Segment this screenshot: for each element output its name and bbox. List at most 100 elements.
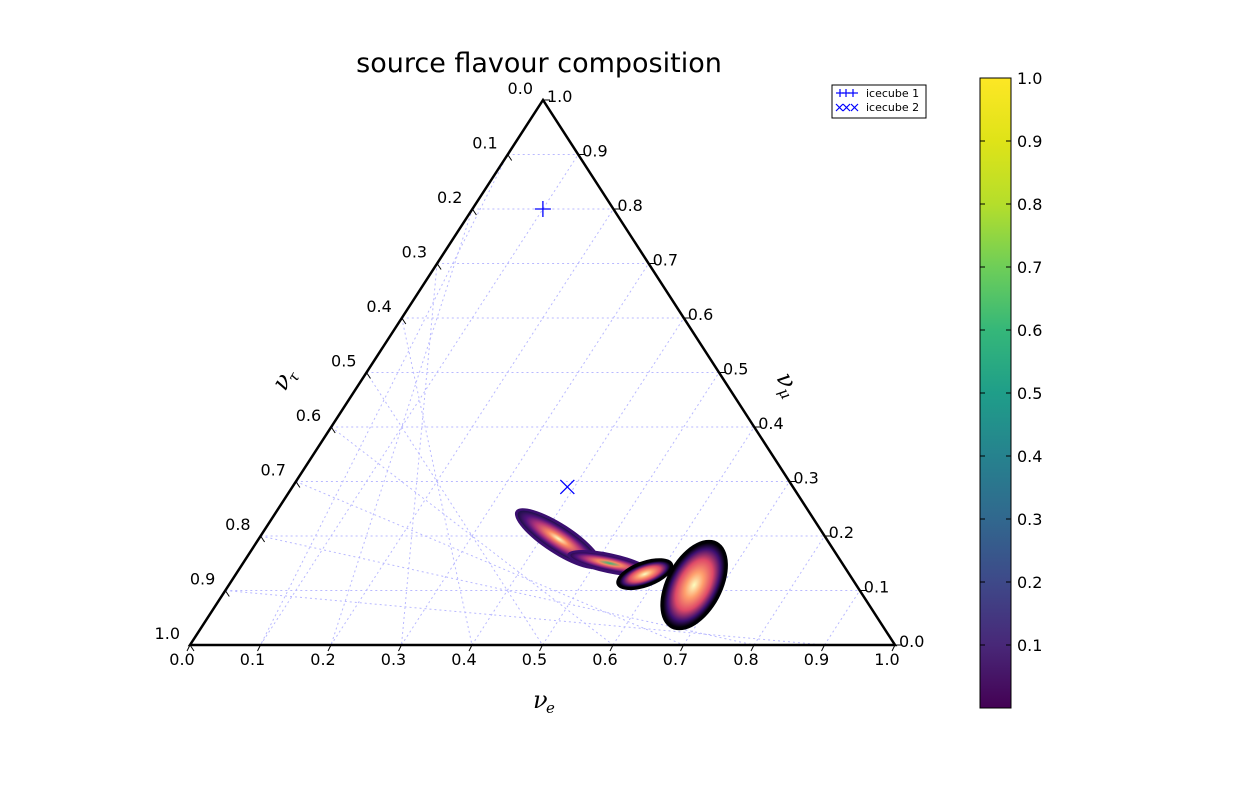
tick-label-e: 0.1 <box>240 650 265 669</box>
tick-label-mu: 0.9 <box>582 142 607 161</box>
tick-mark-e <box>891 644 896 652</box>
tick-label-tau: 0.9 <box>190 570 215 589</box>
chart-title: source flavour composition <box>356 48 722 79</box>
tick-mark-tau <box>436 263 442 270</box>
tick-label-e: 0.0 <box>169 650 194 669</box>
grid-line-m <box>401 263 438 646</box>
axis-label-nu-e: ν e <box>533 686 555 717</box>
legend-x-marker <box>835 103 859 112</box>
ternary-grid <box>225 154 861 646</box>
legend-label-icecube-1: icecube 1 <box>866 87 919 100</box>
grid-line-m <box>366 372 543 646</box>
tick-label-e: 0.3 <box>381 650 406 669</box>
tick-mark-tau <box>224 590 230 597</box>
tick-label-e: 0.7 <box>663 650 688 669</box>
grid-line-e <box>824 590 861 646</box>
colorbar-tick-label: 0.3 <box>1017 510 1042 529</box>
tick-mark-tau <box>542 99 548 107</box>
tick-mark-tau <box>295 481 301 488</box>
density-region <box>660 539 728 631</box>
tick-mark-e <box>609 644 614 652</box>
tick-label-tau: 0.3 <box>402 243 427 262</box>
density-region-core <box>663 542 726 628</box>
tick-mark-e <box>680 644 684 652</box>
colorbar-tick-label: 0.9 <box>1017 132 1042 151</box>
density-region-core <box>619 560 671 588</box>
tick-label-e: 0.2 <box>310 650 335 669</box>
colorbar-tick-label: 0.2 <box>1017 573 1042 592</box>
tick-mark-e <box>186 644 191 652</box>
marker-stroke <box>559 479 575 495</box>
colorbar-tick-label: 0.4 <box>1017 447 1042 466</box>
density-region <box>616 558 674 591</box>
tick-label-mu: 0.0 <box>899 632 924 651</box>
tick-label-mu: 0.6 <box>688 305 713 324</box>
tick-label-mu: 0.2 <box>829 523 854 542</box>
legend-entry-icecube-1: icecube 1 <box>836 87 919 100</box>
legend-label-icecube-2: icecube 2 <box>866 101 919 114</box>
tick-label-tau: 0.5 <box>331 352 356 371</box>
grid-line-e <box>753 535 826 646</box>
grid-line-m <box>330 208 473 646</box>
grid-line-m <box>330 426 614 646</box>
tick-label-tau: 1.0 <box>155 624 180 643</box>
ternary-ticks: 0.0 0.0 0.0 0.1 0.1 0.1 0.2 0.2 0.2 0.3 0.3 0.3 0.4 0… <box>155 79 925 669</box>
colorbar-tick-label: 0.6 <box>1017 321 1042 340</box>
tick-label-mu: 0.5 <box>723 360 748 379</box>
legend: icecube 1 icecube 2 <box>831 84 927 119</box>
legend-box <box>831 84 927 119</box>
axis-label-nu-mu: ν μ <box>771 367 803 402</box>
tick-label-mu: 0.1 <box>864 578 889 597</box>
colorbar-gradient <box>979 77 1012 709</box>
tick-mark-tau <box>189 644 195 652</box>
tick-label-mu: 0.8 <box>617 196 642 215</box>
colorbar-tick-label: 0.1 <box>1017 636 1042 655</box>
tick-label-e: 0.4 <box>451 650 476 669</box>
tick-mark-tau <box>260 535 266 543</box>
tick-mark-e <box>257 644 261 652</box>
grid-line-m <box>295 481 684 646</box>
tick-label-mu: 1.0 <box>547 87 572 106</box>
grid-line-e <box>401 263 650 646</box>
grid-line-e <box>260 154 579 646</box>
tick-mark-tau <box>401 317 407 325</box>
tick-mark-e <box>750 644 755 652</box>
tick-label-tau: 0.1 <box>472 134 497 153</box>
grid-line-e <box>542 372 720 646</box>
grid-line-e <box>612 426 755 646</box>
point-markers <box>534 201 575 495</box>
tick-label-tau: 0.2 <box>437 188 462 207</box>
axis-label-nu-e-symbol: ν <box>533 686 548 714</box>
tick-label-e: 0.6 <box>592 650 617 669</box>
grid-line-e <box>330 208 614 646</box>
tick-label-tau: 0.0 <box>508 79 533 98</box>
colorbar-tick-label: 1.0 <box>1017 69 1042 88</box>
tick-label-e: 0.5 <box>522 650 547 669</box>
tick-mark-tau <box>366 372 371 379</box>
density-regions <box>514 508 728 631</box>
legend-entry-icecube-2: icecube 2 <box>835 101 919 114</box>
grid-line-m <box>401 317 473 646</box>
axis-label-nu-tau: ν τ <box>266 368 304 395</box>
tick-label-tau: 0.8 <box>225 515 250 534</box>
tick-label-mu: 0.7 <box>653 251 678 270</box>
grid-line-m <box>260 154 509 646</box>
colorbar-ticks: 1.0 0.9 0.8 0.7 0.6 0.5 0.4 0.3 0.2 0.1 <box>980 69 1042 655</box>
tick-mark-e <box>468 644 473 652</box>
tick-label-tau: 0.4 <box>366 297 391 316</box>
icecube-2-x-marker <box>559 479 575 495</box>
legend-plus-marker <box>836 89 858 97</box>
colorbar-tick-label: 0.5 <box>1017 384 1042 403</box>
colorbar-tick-label: 0.7 <box>1017 258 1042 277</box>
tick-mark-e <box>539 644 543 652</box>
colorbar-tick-label: 0.8 <box>1017 195 1042 214</box>
tick-mark-e <box>327 644 332 652</box>
tick-label-mu: 0.3 <box>793 469 818 488</box>
tick-label-tau: 0.6 <box>296 406 321 425</box>
colorbar: 1.0 0.9 0.8 0.7 0.6 0.5 0.4 0.3 0.2 0.1 <box>979 69 1042 709</box>
tick-mark-tau <box>330 426 336 434</box>
tick-mark-tau <box>471 208 477 216</box>
axis-label-nu-e-subscript: e <box>546 699 555 717</box>
tick-mark-e <box>821 644 825 652</box>
